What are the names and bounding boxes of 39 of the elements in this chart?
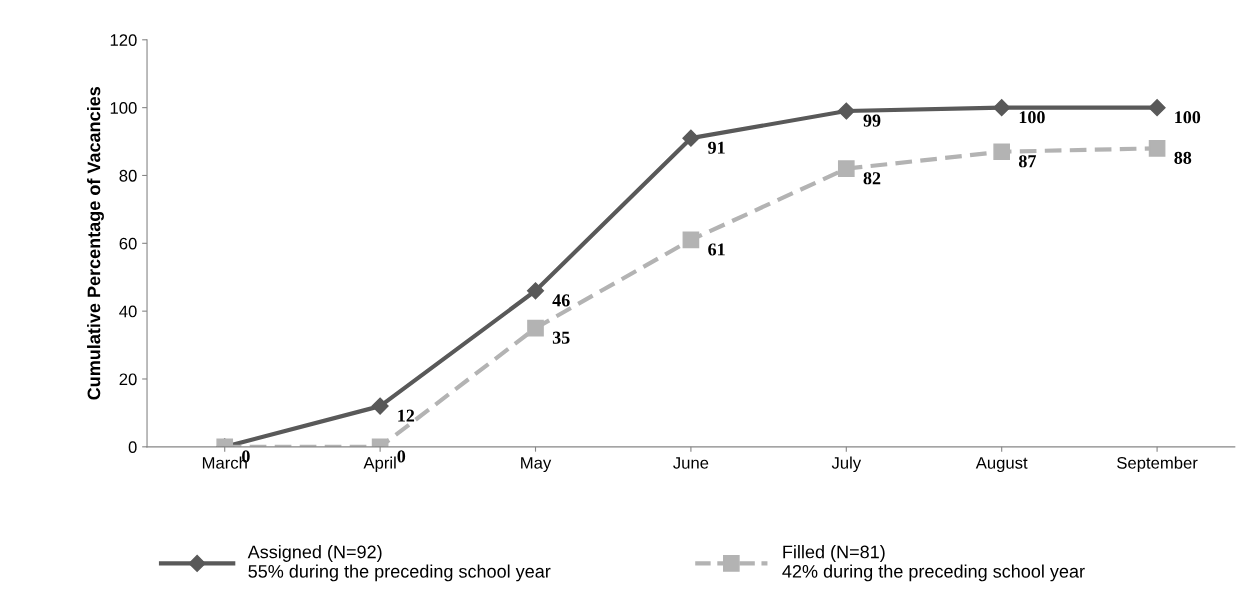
data-label: 82 [863,172,881,185]
x-tick-label: April [363,456,396,473]
point [682,231,700,249]
legend-label: Assigned (N=92) 55% during the preceding school year [247,545,551,582]
data-label: 12 [398,409,415,422]
data-label: 100 [1019,111,1045,124]
y-tick-label: 20 [119,373,137,386]
data-label: 0 [397,450,406,463]
point [837,102,855,120]
point [993,99,1011,117]
point [527,319,544,337]
data-label: 46 [552,294,570,307]
y-tick-label: 80 [119,169,137,182]
data-label: 87 [1018,155,1036,168]
point [371,397,389,415]
y-tick-label: 40 [119,305,137,318]
point [1148,140,1166,157]
data-label: 88 [1174,151,1192,164]
data-label: 99 [863,114,881,127]
x-tick-label: September [1117,456,1198,473]
x-tick-label: June [673,457,709,469]
point [1148,99,1166,117]
data-label: 61 [708,243,725,256]
x-tick-label: May [521,457,552,473]
point [682,129,700,147]
y-tick-label: 120 [110,34,137,46]
data-label: 91 [708,141,725,154]
y-tick-label: 0 [128,441,137,454]
point [526,282,545,300]
y-axis-title: Cumulative Percentage of Vacancies [87,86,104,400]
data-label: 100 [1175,111,1201,124]
point [993,143,1011,161]
point [837,160,855,178]
y-tick-label: 100 [110,102,137,114]
data-label: 35 [552,331,570,344]
y-tick-label: 60 [119,237,137,250]
x-tick-label: August [975,457,1028,473]
x-tick-label: July [831,456,862,473]
legend-label: Filled (N=81) 42% during the preceding school year [782,545,1085,582]
